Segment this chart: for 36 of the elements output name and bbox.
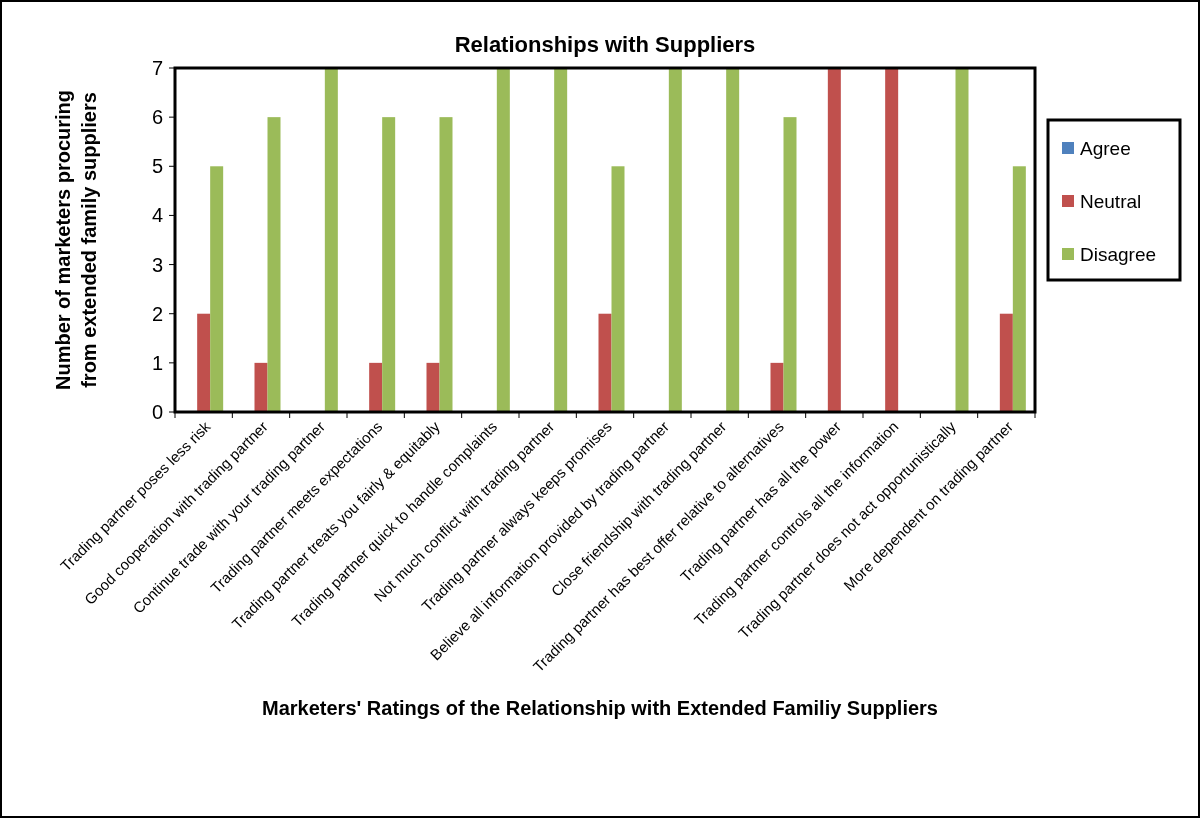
legend-label: Agree	[1080, 137, 1131, 159]
bar	[554, 68, 568, 412]
bar	[955, 68, 969, 412]
bar	[770, 362, 784, 412]
bar	[382, 117, 396, 412]
bar	[611, 166, 625, 412]
y-tick-label: 5	[151, 155, 163, 178]
bar	[885, 68, 899, 412]
y-tick-label: 4	[151, 204, 163, 227]
legend-label: Disagree	[1080, 243, 1157, 265]
legend-label: Neutral	[1080, 190, 1142, 212]
bar	[999, 313, 1013, 412]
y-axis-title: Number of marketers procuring from extended family suppliers	[52, 89, 100, 391]
bar	[598, 313, 612, 412]
y-tick-label: 0	[151, 401, 163, 423]
y-tick-label: 2	[151, 302, 163, 325]
bar	[426, 362, 440, 412]
bar	[726, 68, 740, 412]
bar	[496, 68, 510, 412]
bar	[1012, 166, 1026, 412]
y-tick-label: 6	[151, 106, 163, 129]
bar	[827, 68, 841, 412]
y-tick-label: 7	[151, 57, 163, 79]
y-tick-label: 3	[151, 253, 163, 276]
y-tick-label: 1	[151, 351, 163, 374]
bar	[668, 68, 682, 412]
bar	[324, 68, 338, 412]
chart-title: Relationships with Suppliers	[454, 32, 756, 57]
bar	[197, 313, 211, 412]
x-axis-title: Marketers' Ratings of the Relationship with Extended Familiy Suppliers	[262, 697, 938, 719]
bar	[783, 117, 797, 412]
bar	[267, 117, 281, 412]
bar	[439, 117, 453, 412]
bar	[210, 166, 224, 412]
bar	[369, 362, 383, 412]
bar	[254, 362, 268, 412]
